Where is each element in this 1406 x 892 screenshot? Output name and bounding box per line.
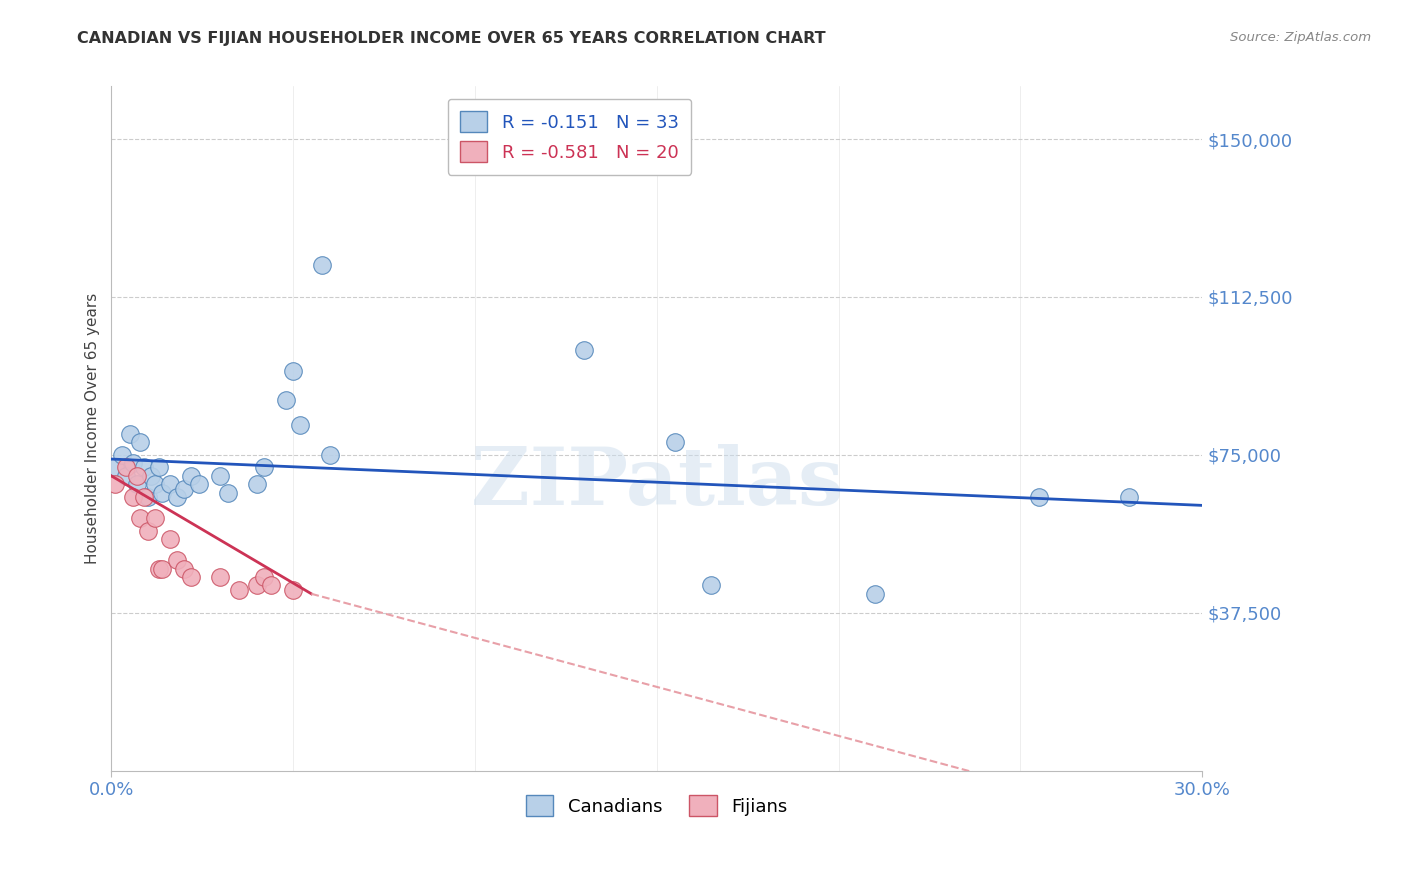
Point: [148, 561, 170, 575]
Point: [111, 448, 134, 462]
Point: [283, 582, 305, 597]
Point: [318, 448, 340, 462]
Point: [104, 460, 127, 475]
Point: [150, 485, 173, 500]
Point: [125, 477, 148, 491]
Point: [122, 490, 145, 504]
Point: [253, 570, 276, 584]
Point: [173, 482, 195, 496]
Point: [209, 469, 232, 483]
Point: [173, 561, 195, 575]
Point: [572, 343, 595, 357]
Point: [150, 561, 173, 575]
Y-axis label: Householder Income Over 65 years: Householder Income Over 65 years: [86, 293, 100, 564]
Point: [664, 435, 686, 450]
Point: [311, 258, 333, 272]
Point: [209, 570, 232, 584]
Point: [700, 578, 723, 592]
Point: [246, 578, 269, 592]
Point: [122, 456, 145, 470]
Text: ZIPatlas: ZIPatlas: [471, 444, 844, 523]
Point: [159, 477, 181, 491]
Point: [134, 490, 156, 504]
Point: [136, 490, 159, 504]
Legend: Canadians, Fijians: Canadians, Fijians: [519, 788, 794, 823]
Point: [129, 435, 152, 450]
Point: [290, 418, 312, 433]
Point: [134, 460, 156, 475]
Point: [283, 363, 305, 377]
Point: [217, 485, 239, 500]
Point: [246, 477, 269, 491]
Point: [253, 460, 276, 475]
Point: [166, 490, 188, 504]
Point: [104, 477, 127, 491]
Point: [115, 460, 138, 475]
Point: [166, 553, 188, 567]
Point: [187, 477, 209, 491]
Text: Source: ZipAtlas.com: Source: ZipAtlas.com: [1230, 31, 1371, 45]
Point: [180, 469, 202, 483]
Point: [136, 524, 159, 538]
Point: [125, 469, 148, 483]
Point: [274, 393, 297, 408]
Point: [863, 587, 886, 601]
Point: [228, 582, 250, 597]
Point: [115, 469, 138, 483]
Point: [141, 469, 163, 483]
Point: [180, 570, 202, 584]
Point: [129, 511, 152, 525]
Point: [118, 426, 141, 441]
Point: [1028, 490, 1050, 504]
Point: [143, 511, 166, 525]
Point: [260, 578, 283, 592]
Text: CANADIAN VS FIJIAN HOUSEHOLDER INCOME OVER 65 YEARS CORRELATION CHART: CANADIAN VS FIJIAN HOUSEHOLDER INCOME OV…: [77, 31, 825, 46]
Point: [148, 460, 170, 475]
Point: [1118, 490, 1140, 504]
Point: [159, 532, 181, 546]
Point: [143, 477, 166, 491]
